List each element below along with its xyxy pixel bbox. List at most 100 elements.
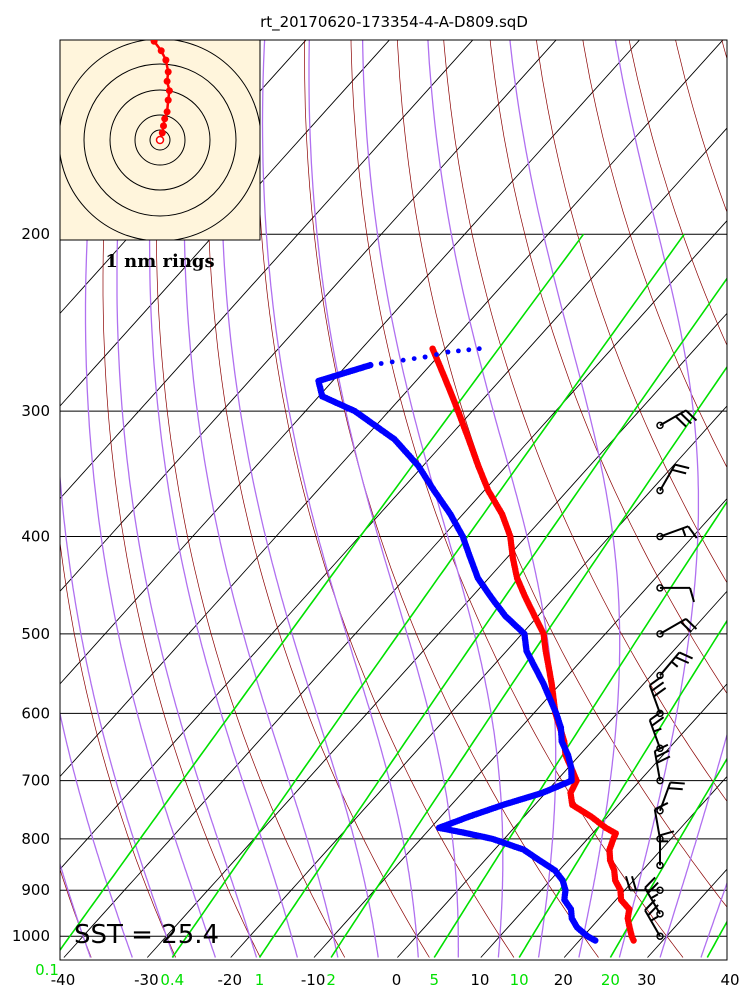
- mixing-ratio-line: [171, 233, 685, 958]
- wind-barb-flag: [685, 409, 698, 422]
- mixing-ratio-label: 2: [326, 971, 336, 989]
- mixing-ratio-label: 20: [601, 971, 620, 989]
- mixing-ratio-line: [60, 233, 585, 952]
- moist-adiabat-line: [742, 0, 750, 957]
- dry-adiabat-line: [256, 40, 515, 958]
- wind-barb: [656, 584, 695, 603]
- dry-adiabat-line: [207, 40, 430, 958]
- isotherm-line: [230, 405, 727, 958]
- moist-adiabat-line: [60, 861, 92, 958]
- plot-frame: [59, 39, 728, 961]
- moist-adiabat-line: [261, 40, 419, 958]
- wind-barb-half-flag: [681, 527, 687, 537]
- temperature-tick-label: 20: [554, 971, 573, 989]
- temperature-tick-label: -40: [51, 971, 76, 989]
- pressure-tick-label: 900: [21, 881, 50, 899]
- dry-adiabat-line: [675, 40, 727, 214]
- isotherm-line: [60, 40, 724, 778]
- mixing-ratio-label: 5: [429, 971, 439, 989]
- wind-barb-staff: [659, 618, 687, 635]
- dewpoint-point: [466, 347, 472, 353]
- wind-barb: [644, 876, 664, 918]
- wind-barb-flag: [644, 899, 656, 911]
- wind-barb-flag: [674, 463, 690, 470]
- dry-adiabat-line: [397, 40, 727, 908]
- hodograph-point: [165, 87, 173, 95]
- dewpoint-point: [422, 354, 428, 360]
- wind-barb-station: [656, 630, 664, 638]
- hodograph-ring: [149, 129, 171, 151]
- hodograph-rings: [60, 40, 260, 240]
- wind-barb: [625, 875, 664, 894]
- pressure-tick-label: 200: [21, 225, 50, 243]
- wind-barb-flag: [649, 675, 663, 687]
- hodograph-start-point: [155, 135, 165, 145]
- wind-barb-flag: [649, 710, 663, 721]
- wind-barb-flag: [689, 587, 695, 603]
- isotherm-line: [60, 127, 727, 870]
- mixing-ratio-line: [433, 500, 727, 958]
- wind-barb: [653, 743, 671, 785]
- wind-barb-station: [656, 932, 664, 940]
- mixing-ratio-label: 10: [510, 971, 529, 989]
- wind-barb-flag: [674, 415, 687, 428]
- dewpoint-point: [378, 361, 384, 366]
- wind-barb-flag: [678, 651, 693, 660]
- isotherm-line: [60, 40, 390, 407]
- pressure-tick-label: 400: [21, 528, 50, 546]
- dry-adiabat-line: [536, 40, 727, 584]
- wind-barb-flag: [651, 681, 665, 692]
- moist-adiabat-line: [614, 40, 700, 958]
- pressure-tick-label: 800: [21, 830, 50, 848]
- wind-barb-flag: [647, 881, 659, 894]
- isotherm-line: [146, 312, 727, 958]
- isotherm-line: [60, 40, 474, 500]
- isotherm-line: [480, 683, 727, 958]
- wind-barb-flag: [644, 876, 656, 889]
- wind-barb: [656, 651, 693, 680]
- mixing-ratio-line: [518, 619, 727, 958]
- moist-adiabat-line: [60, 40, 175, 958]
- wind-barb-half-flag: [670, 660, 679, 668]
- pressure-tick-label: 500: [21, 625, 50, 643]
- hodograph-ring: [83, 63, 237, 217]
- dry-adiabat-line: [350, 40, 684, 958]
- wind-barb-flag: [625, 875, 631, 891]
- dewpoint-point: [411, 356, 417, 361]
- dry-adiabat-line: [628, 40, 727, 347]
- mixing-ratio-line: [258, 277, 727, 958]
- wind-barb: [644, 899, 664, 940]
- dewpoint-point: [400, 357, 406, 363]
- wind-barb-station: [656, 744, 664, 753]
- hodograph-point: [162, 56, 170, 64]
- dry-adiabat-line: [489, 40, 727, 695]
- isotherm-line: [397, 590, 727, 958]
- moist-adiabat-line: [659, 732, 727, 958]
- dewpoint-point: [445, 349, 451, 355]
- sst-annotation: SST = 25.4: [74, 920, 219, 950]
- wind-barb-flag: [670, 781, 685, 785]
- chart-title: rt_20170620-173354-4-A-D809.sqD: [260, 13, 528, 32]
- wind-barb: [648, 675, 667, 718]
- wind-barb-flag: [675, 656, 690, 664]
- hodograph-ring: [109, 89, 211, 191]
- pressure-tick-label: 1000: [12, 927, 50, 945]
- wind-barb-flag: [680, 621, 692, 633]
- wind-barb-half-flag: [653, 727, 662, 733]
- hodograph-point: [160, 122, 167, 130]
- wind-barb-flag: [654, 743, 669, 752]
- moist-adiabat-line: [60, 710, 133, 958]
- hodograph-ring: [134, 114, 186, 166]
- temperature-point: [429, 345, 436, 352]
- wind-barb-station: [656, 910, 664, 918]
- dry-adiabat-line: [721, 40, 727, 61]
- sounding-profiles: [315, 345, 637, 944]
- temperature-tick-label: 10: [470, 971, 489, 989]
- wind-barb-staff: [653, 809, 661, 840]
- wind-barb-flag: [651, 716, 665, 727]
- hodograph-point: [161, 115, 169, 123]
- hodograph-ring-label: 1 nm rings: [105, 251, 214, 272]
- wind-barb-flag: [685, 618, 698, 630]
- wind-barb-flag: [631, 875, 637, 891]
